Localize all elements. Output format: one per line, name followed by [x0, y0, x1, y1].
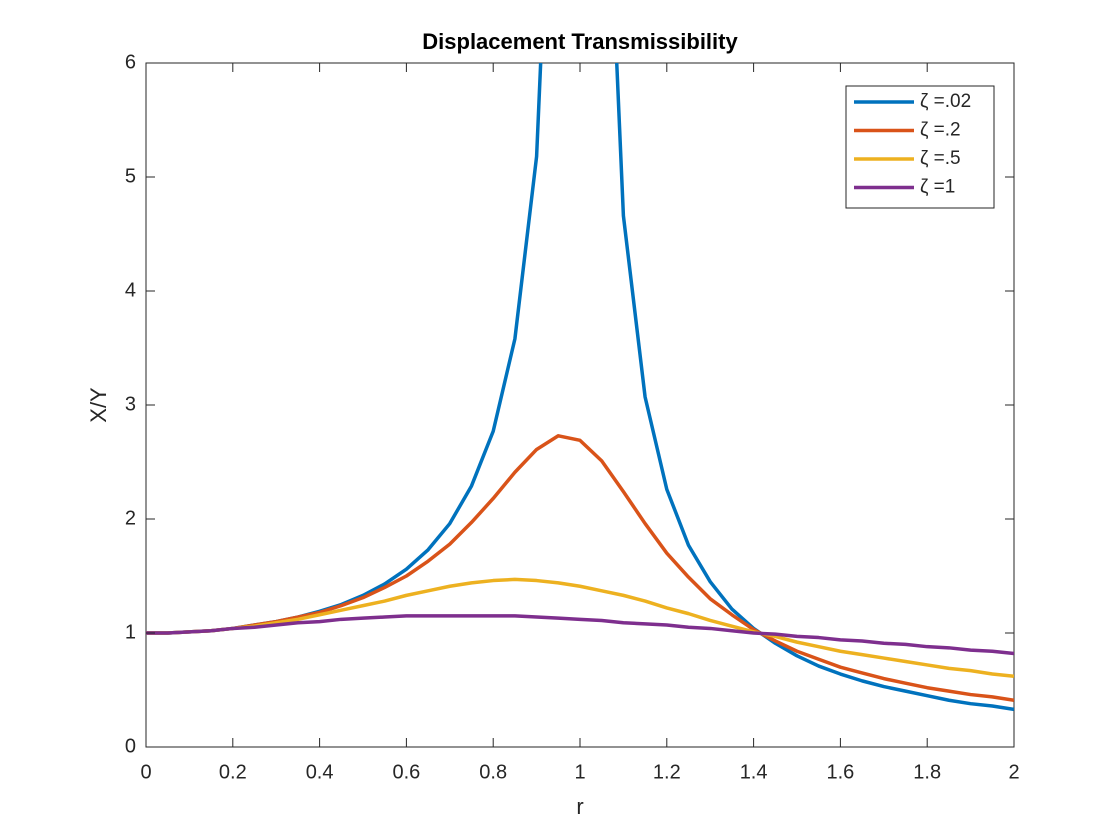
x-tick-label: 0.6: [392, 761, 420, 783]
y-tick-label: 1: [125, 621, 136, 643]
y-tick-label: 4: [125, 279, 136, 301]
x-tick-label: 1.8: [913, 761, 941, 783]
x-tick-label: 0.4: [306, 761, 334, 783]
y-tick-label: 5: [125, 165, 136, 187]
x-tick-label: 1.2: [653, 761, 681, 783]
chart-title: Displacement Transmissibility: [422, 29, 738, 54]
y-tick-label: 3: [125, 393, 136, 415]
plot-lines: [146, 63, 1014, 712]
y-tick-label: 0: [125, 735, 136, 757]
series-line: [146, 434, 1014, 702]
y-tick-label: 6: [125, 51, 136, 73]
x-tick-label: 1: [574, 761, 585, 783]
x-tick-label: 0.8: [479, 761, 507, 783]
legend-label: ζ =1: [920, 177, 955, 198]
legend-label: ζ =.5: [920, 148, 961, 169]
legend-label: ζ =.02: [920, 91, 971, 112]
x-tick-label: 2: [1008, 761, 1019, 783]
legend-label: ζ =.2: [920, 120, 961, 141]
y-axis-label: X/Y: [86, 387, 111, 423]
x-tick-label: 1.6: [826, 761, 854, 783]
x-tick-label: 1.4: [740, 761, 768, 783]
x-tick-label: 0: [140, 761, 151, 783]
x-tick-label: 0.2: [219, 761, 247, 783]
series-line: [146, 614, 1014, 656]
y-tick-label: 2: [125, 507, 136, 529]
x-axis-label: r: [576, 794, 583, 819]
series-line: [146, 577, 1014, 679]
